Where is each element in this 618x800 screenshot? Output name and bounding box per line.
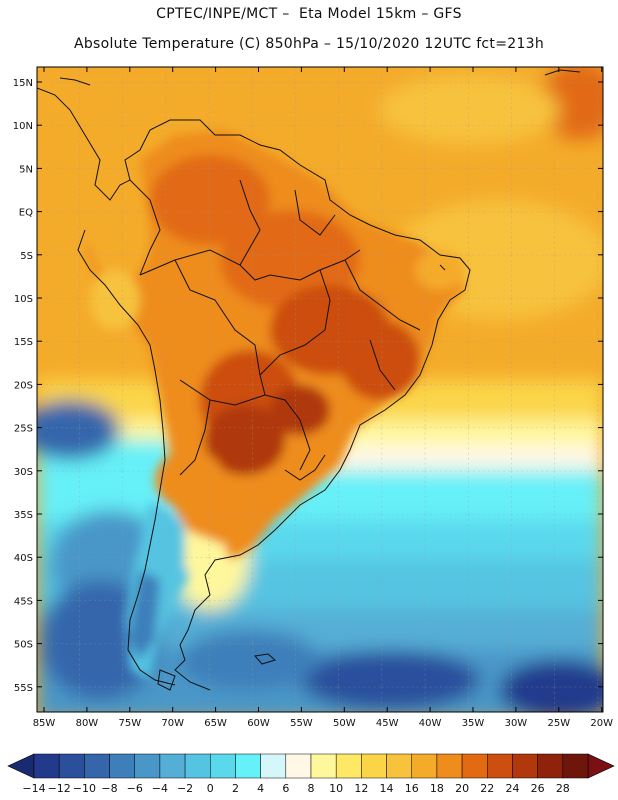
colorbar-label: 18 bbox=[430, 782, 444, 795]
colorbar-swatch bbox=[361, 753, 387, 779]
lon-tick-label: 20W bbox=[590, 718, 613, 729]
colorbar-high-arrow bbox=[587, 753, 615, 779]
temperature-field bbox=[37, 67, 603, 712]
colorbar-label: 6 bbox=[282, 782, 289, 795]
lon-tick-label: 70W bbox=[161, 718, 184, 729]
colorbar-swatch bbox=[562, 753, 589, 779]
lon-tick-label: 45W bbox=[376, 718, 399, 729]
colorbar-label: 22 bbox=[480, 782, 494, 795]
lat-tick-label: 30S bbox=[14, 467, 33, 478]
colorbar-swatch bbox=[260, 753, 287, 779]
colorbar-swatch bbox=[134, 753, 161, 779]
colorbar-swatch bbox=[58, 753, 85, 779]
colorbar-label: 0 bbox=[207, 782, 214, 795]
colorbar-swatch bbox=[310, 753, 337, 779]
lat-tick-label: 10S bbox=[14, 294, 33, 305]
colorbar-label: 16 bbox=[405, 782, 419, 795]
lat-tick-label: 10N bbox=[13, 121, 33, 132]
colorbar-swatch bbox=[109, 753, 135, 779]
lon-tick-label: 75W bbox=[118, 718, 141, 729]
colorbar-label: −2 bbox=[177, 782, 193, 795]
colorbar-label: −6 bbox=[127, 782, 143, 795]
colorbar-label: 12 bbox=[354, 782, 368, 795]
lon-tick-label: 35W bbox=[462, 718, 485, 729]
colorbar-label: −10 bbox=[73, 782, 96, 795]
colorbar-swatch bbox=[335, 753, 362, 779]
colorbar-label: 14 bbox=[380, 782, 394, 795]
lon-tick-label: 60W bbox=[247, 718, 270, 729]
lon-tick-label: 65W bbox=[204, 718, 227, 729]
lat-tick-label: 45S bbox=[14, 596, 33, 607]
colorbar-label: 4 bbox=[257, 782, 264, 795]
colorbar-label: 26 bbox=[531, 782, 545, 795]
chart-title-line2: Absolute Temperature (C) 850hPa – 15/10/… bbox=[73, 36, 545, 52]
colorbar-label: 20 bbox=[455, 782, 469, 795]
lat-tick-label: 35S bbox=[14, 510, 33, 521]
colorbar-swatch bbox=[210, 753, 236, 779]
colorbar-label: −8 bbox=[101, 782, 117, 795]
colorbar-swatch bbox=[487, 753, 513, 779]
chart-title-line1: CPTEC/INPE/MCT – Eta Model 15km – GFS bbox=[156, 6, 462, 22]
colorbar-label: 2 bbox=[232, 782, 239, 795]
colorbar-label: 10 bbox=[329, 782, 343, 795]
colorbar-swatch bbox=[235, 753, 261, 779]
lat-tick-label: 5N bbox=[19, 164, 33, 175]
colorbar-swatch bbox=[159, 753, 186, 779]
colorbar-swatch bbox=[461, 753, 488, 779]
colorbar-swatch bbox=[285, 753, 312, 779]
colorbar-swatch bbox=[436, 753, 463, 779]
colorbar-label: −4 bbox=[152, 782, 168, 795]
colorbar: −14 −12 −10 −8 −6 −4 −2 0 2 4 6 8 10 12 14 16 18 20 22 24 26… bbox=[7, 753, 615, 795]
lon-tick-label: 55W bbox=[290, 718, 313, 729]
colorbar-swatch bbox=[84, 753, 110, 779]
colorbar-swatch bbox=[512, 753, 538, 779]
colorbar-label: −12 bbox=[48, 782, 71, 795]
lat-tick-label: 5S bbox=[20, 251, 33, 262]
map-frame bbox=[36, 66, 604, 713]
lat-tick-label: 40S bbox=[14, 553, 33, 564]
lon-tick-label: 80W bbox=[76, 718, 99, 729]
colorbar-low-arrow bbox=[7, 753, 35, 779]
coastlines bbox=[37, 87, 471, 691]
lat-tick-label: 15S bbox=[14, 337, 33, 348]
colorbar-label: 28 bbox=[556, 782, 570, 795]
lon-tick-label: 30W bbox=[505, 718, 528, 729]
lat-tick-label: 50S bbox=[14, 640, 33, 651]
lon-tick-label: 50W bbox=[333, 718, 356, 729]
colorbar-swatch bbox=[411, 753, 438, 779]
colorbar-swatch bbox=[184, 753, 211, 779]
lat-tick-label: 20S bbox=[14, 380, 33, 391]
colorbar-swatch bbox=[33, 753, 60, 779]
lon-tick-label: 85W bbox=[33, 718, 56, 729]
colorbar-label: −14 bbox=[22, 782, 45, 795]
colorbar-label: 24 bbox=[505, 782, 519, 795]
lat-tick-label: EQ bbox=[19, 208, 33, 219]
colorbar-swatch bbox=[537, 753, 564, 779]
lat-tick-label: 55S bbox=[14, 683, 33, 694]
lon-tick-label: 25W bbox=[547, 718, 570, 729]
lat-tick-label: 25S bbox=[14, 424, 33, 435]
lon-tick-label: 40W bbox=[419, 718, 442, 729]
colorbar-label: 8 bbox=[308, 782, 315, 795]
colorbar-swatch bbox=[386, 753, 412, 779]
lat-tick-label: 15N bbox=[13, 78, 33, 89]
